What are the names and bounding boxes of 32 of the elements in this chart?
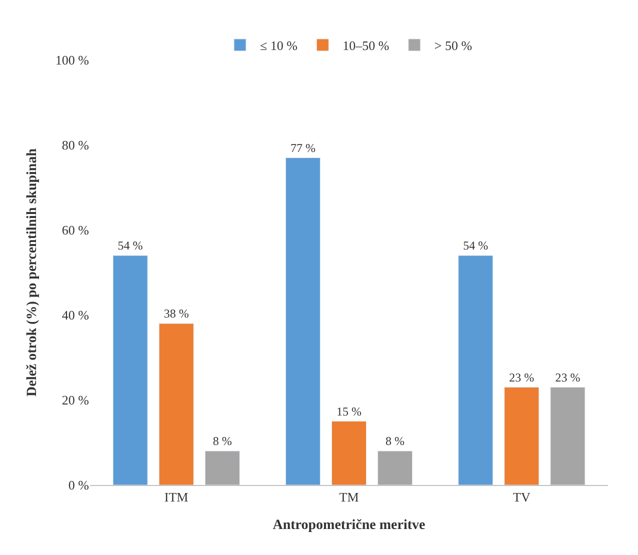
bar <box>204 450 240 485</box>
legend-label: > 50 % <box>434 38 472 54</box>
data-label: 23 % <box>555 370 580 384</box>
data-label: 38 % <box>164 306 189 320</box>
data-label: 15 % <box>336 404 362 418</box>
legend-label: 10–50 % <box>342 38 390 54</box>
y-tick-label: 20 % <box>62 392 90 408</box>
data-label: 8 % <box>212 434 232 448</box>
bar <box>158 323 194 485</box>
y-tick-label: 40 % <box>62 308 90 323</box>
y-tick-label: 80 % <box>62 138 90 153</box>
data-label: 77 % <box>290 140 316 155</box>
y-axis-title: Delež otrok (%) po percentilnih skupinah <box>25 148 40 397</box>
bar <box>112 255 148 485</box>
bar <box>378 450 413 485</box>
bar <box>331 421 367 485</box>
data-label: 8 % <box>386 434 405 448</box>
data-label: 54 % <box>118 238 143 252</box>
legend-label: ≤ 10 % <box>260 38 298 54</box>
data-label: 23 % <box>509 370 534 384</box>
y-tick-label: 0 % <box>68 478 90 493</box>
x-tick-label: TM <box>339 490 360 505</box>
data-label: 54 % <box>463 238 488 252</box>
x-axis-title: Antropometrične meritve <box>272 518 426 533</box>
y-tick-label: 100 % <box>55 52 90 68</box>
y-tick-label: 60 % <box>62 222 90 238</box>
bar <box>504 387 540 485</box>
bar <box>550 387 586 485</box>
x-tick-label: TV <box>513 490 531 505</box>
bar <box>285 158 320 485</box>
x-tick-label: ITM <box>164 490 189 505</box>
bar <box>458 255 494 485</box>
